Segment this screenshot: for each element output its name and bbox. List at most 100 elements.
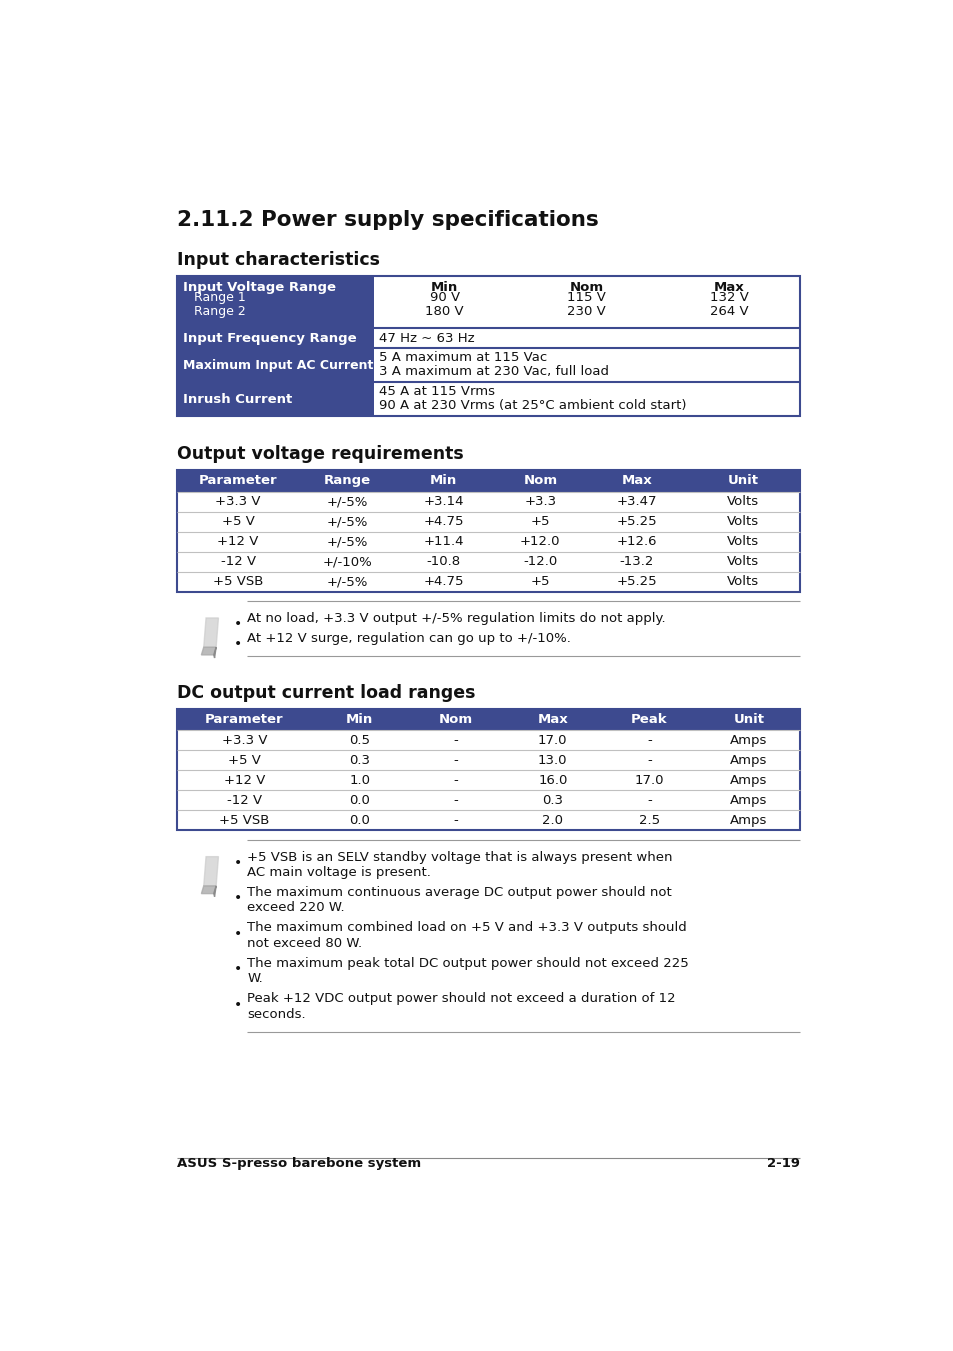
Text: +12.6: +12.6	[616, 535, 657, 549]
Text: Parameter: Parameter	[205, 713, 283, 725]
Text: Amps: Amps	[730, 774, 767, 786]
Polygon shape	[204, 617, 218, 647]
Text: +/-5%: +/-5%	[326, 496, 368, 508]
Text: 0.3: 0.3	[349, 754, 370, 767]
Text: -13.2: -13.2	[619, 555, 654, 569]
Polygon shape	[201, 647, 216, 655]
Text: 16.0: 16.0	[537, 774, 567, 786]
Text: The maximum continuous average DC output power should not: The maximum continuous average DC output…	[247, 886, 671, 898]
Bar	[177, 276, 800, 416]
Text: DC output current load ranges: DC output current load ranges	[177, 684, 476, 703]
Text: 1.0: 1.0	[349, 774, 370, 786]
Text: +11.4: +11.4	[423, 535, 463, 549]
Text: Volts: Volts	[726, 576, 758, 588]
Text: -12 V: -12 V	[220, 555, 255, 569]
Text: Min: Min	[431, 281, 457, 295]
Polygon shape	[201, 886, 216, 893]
Text: +/-5%: +/-5%	[326, 576, 368, 588]
Text: -10.8: -10.8	[426, 555, 460, 569]
Polygon shape	[213, 647, 216, 658]
FancyBboxPatch shape	[177, 750, 800, 770]
FancyBboxPatch shape	[177, 328, 374, 349]
Text: 45 A at 115 Vrms: 45 A at 115 Vrms	[378, 385, 495, 399]
Text: +5.25: +5.25	[616, 576, 657, 588]
Text: 90 A at 230 Vrms (at 25°C ambient cold start): 90 A at 230 Vrms (at 25°C ambient cold s…	[378, 399, 686, 412]
Text: Input Voltage Range: Input Voltage Range	[183, 281, 335, 295]
Text: The maximum combined load on +5 V and +3.3 V outputs should: The maximum combined load on +5 V and +3…	[247, 921, 686, 935]
FancyBboxPatch shape	[177, 349, 800, 382]
Text: Inrush Current: Inrush Current	[183, 393, 292, 405]
Text: not exceed 80 W.: not exceed 80 W.	[247, 936, 362, 950]
Text: Range: Range	[323, 474, 371, 488]
Text: Max: Max	[621, 474, 652, 488]
FancyBboxPatch shape	[177, 492, 800, 512]
Text: W.: W.	[247, 973, 263, 985]
Text: 2.5: 2.5	[639, 813, 659, 827]
Text: 2.0: 2.0	[541, 813, 562, 827]
FancyBboxPatch shape	[177, 470, 800, 492]
Text: 5 A maximum at 115 Vac: 5 A maximum at 115 Vac	[378, 351, 547, 365]
FancyBboxPatch shape	[177, 276, 374, 328]
Text: 0.5: 0.5	[349, 734, 370, 747]
Text: +12.0: +12.0	[519, 535, 560, 549]
Polygon shape	[213, 886, 216, 897]
Text: •: •	[233, 892, 242, 905]
Text: 264 V: 264 V	[709, 305, 748, 317]
Text: •: •	[233, 997, 242, 1012]
Text: Parameter: Parameter	[198, 474, 277, 488]
Text: Volts: Volts	[726, 555, 758, 569]
Text: Nom: Nom	[522, 474, 557, 488]
Text: 2-19: 2-19	[766, 1156, 800, 1170]
Text: Volts: Volts	[726, 535, 758, 549]
Text: Peak: Peak	[630, 713, 667, 725]
Text: 2.11.2 Power supply specifications: 2.11.2 Power supply specifications	[177, 209, 598, 230]
FancyBboxPatch shape	[177, 571, 800, 592]
Text: Amps: Amps	[730, 734, 767, 747]
Text: +4.75: +4.75	[423, 515, 463, 528]
Text: ASUS S-presso barebone system: ASUS S-presso barebone system	[177, 1156, 421, 1170]
FancyBboxPatch shape	[177, 551, 800, 571]
Text: +5 VSB: +5 VSB	[219, 813, 270, 827]
Text: +12 V: +12 V	[217, 535, 258, 549]
Text: At +12 V surge, regulation can go up to +/-10%.: At +12 V surge, regulation can go up to …	[247, 632, 571, 644]
Text: seconds.: seconds.	[247, 1008, 305, 1020]
FancyBboxPatch shape	[177, 532, 800, 551]
Text: exceed 220 W.: exceed 220 W.	[247, 901, 344, 915]
Text: +5 VSB: +5 VSB	[213, 576, 263, 588]
Text: •: •	[233, 857, 242, 870]
Text: -: -	[646, 734, 651, 747]
Text: Max: Max	[537, 713, 568, 725]
Text: 230 V: 230 V	[567, 305, 605, 317]
Text: Nom: Nom	[438, 713, 473, 725]
Bar	[177, 470, 800, 592]
Text: -: -	[646, 754, 651, 767]
Text: Range 2: Range 2	[194, 305, 246, 317]
Bar	[177, 709, 800, 831]
Text: +5 V: +5 V	[228, 754, 260, 767]
Text: Amps: Amps	[730, 754, 767, 767]
Text: +5.25: +5.25	[616, 515, 657, 528]
FancyBboxPatch shape	[177, 512, 800, 532]
Text: At no load, +3.3 V output +/-5% regulation limits do not apply.: At no load, +3.3 V output +/-5% regulati…	[247, 612, 665, 624]
Text: The maximum peak total DC output power should not exceed 225: The maximum peak total DC output power s…	[247, 957, 688, 970]
Text: •: •	[233, 638, 242, 651]
Text: Min: Min	[430, 474, 456, 488]
Text: -: -	[646, 794, 651, 807]
Text: Maximum Input AC Current: Maximum Input AC Current	[183, 359, 373, 372]
Text: Unit: Unit	[733, 713, 763, 725]
FancyBboxPatch shape	[177, 731, 800, 750]
Text: +/-5%: +/-5%	[326, 515, 368, 528]
FancyBboxPatch shape	[177, 790, 800, 811]
Text: Max: Max	[713, 281, 743, 295]
Text: Peak +12 VDC output power should not exceed a duration of 12: Peak +12 VDC output power should not exc…	[247, 992, 675, 1005]
Text: •: •	[233, 962, 242, 977]
Text: +3.3 V: +3.3 V	[215, 496, 260, 508]
Text: +/-10%: +/-10%	[322, 555, 372, 569]
Text: -: -	[454, 754, 458, 767]
Text: +3.3: +3.3	[524, 496, 556, 508]
Text: 180 V: 180 V	[425, 305, 463, 317]
Text: +5: +5	[530, 515, 550, 528]
Text: +3.3 V: +3.3 V	[221, 734, 267, 747]
Text: +5: +5	[530, 576, 550, 588]
Text: Min: Min	[346, 713, 373, 725]
